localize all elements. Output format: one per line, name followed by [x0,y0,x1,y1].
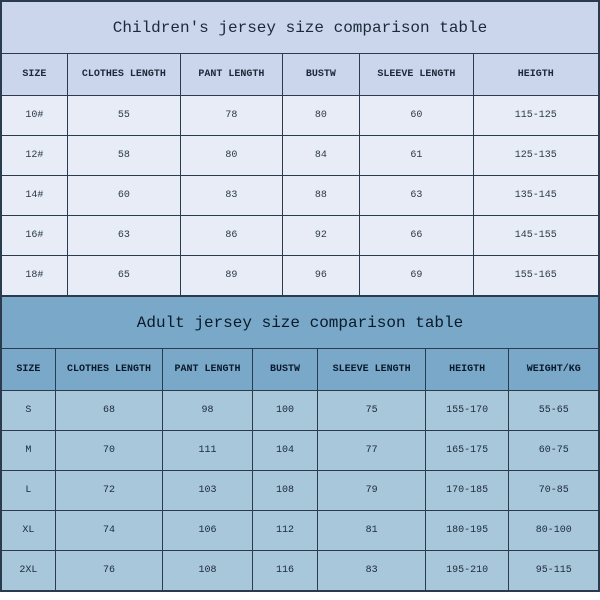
adult-cell: 2XL [2,551,56,591]
adult-data-row: L7210310879170-18570-85 [2,471,599,511]
children-cell: 80 [181,136,282,176]
adult-col-header: SLEEVE LENGTH [318,349,425,391]
adult-title-row: Adult jersey size comparison table [2,297,599,349]
children-cell: 58 [67,136,180,176]
children-data-row: 10#55788060115-125 [2,96,599,136]
children-header-row: SIZECLOTHES LENGTHPANT LENGTHBUSTWSLEEVE… [2,54,599,96]
children-cell: 55 [67,96,180,136]
children-cell: 86 [181,216,282,256]
adult-cell: 170-185 [425,471,509,511]
adult-cell: 111 [163,431,253,471]
adult-cell: 79 [318,471,425,511]
children-data-row: 12#58808461125-135 [2,136,599,176]
children-cell: 84 [282,136,360,176]
adult-cell: 83 [318,551,425,591]
adult-cell: 100 [252,391,318,431]
children-cell: 83 [181,176,282,216]
adult-data-row: 2XL7610811683195-21095-115 [2,551,599,591]
children-data-row: 14#60838863135-145 [2,176,599,216]
children-data-row: 16#63869266145-155 [2,216,599,256]
adult-cell: XL [2,511,56,551]
adult-cell: 98 [163,391,253,431]
adult-cell: 68 [55,391,162,431]
adult-cell: 55-65 [509,391,599,431]
size-tables-container: Children's jersey size comparison table … [0,0,600,592]
children-cell: 96 [282,256,360,296]
children-cell: 60 [67,176,180,216]
adult-title: Adult jersey size comparison table [2,297,599,349]
children-cell: 63 [360,176,473,216]
children-cell: 145-155 [473,216,598,256]
adult-cell: 108 [252,471,318,511]
children-cell: 135-145 [473,176,598,216]
children-cell: 10# [2,96,68,136]
adult-cell: 80-100 [509,511,599,551]
adult-cell: S [2,391,56,431]
children-cell: 78 [181,96,282,136]
children-cell: 125-135 [473,136,598,176]
adult-cell: 74 [55,511,162,551]
children-title: Children's jersey size comparison table [2,2,599,54]
adult-data-row: M7011110477165-17560-75 [2,431,599,471]
adult-cell: 81 [318,511,425,551]
children-title-row: Children's jersey size comparison table [2,2,599,54]
children-cell: 69 [360,256,473,296]
adult-cell: 95-115 [509,551,599,591]
children-cell: 80 [282,96,360,136]
adult-col-header: SIZE [2,349,56,391]
children-size-table: Children's jersey size comparison table … [1,1,599,296]
adult-cell: 77 [318,431,425,471]
adult-cell: 116 [252,551,318,591]
children-cell: 88 [282,176,360,216]
children-col-header: SIZE [2,54,68,96]
adult-cell: L [2,471,56,511]
children-col-header: PANT LENGTH [181,54,282,96]
adult-cell: 112 [252,511,318,551]
adult-cell: 155-170 [425,391,509,431]
adult-col-header: CLOTHES LENGTH [55,349,162,391]
adult-cell: M [2,431,56,471]
children-col-header: CLOTHES LENGTH [67,54,180,96]
children-col-header: BUSTW [282,54,360,96]
adult-cell: 165-175 [425,431,509,471]
adult-size-table: Adult jersey size comparison table SIZEC… [1,296,599,591]
adult-col-header: PANT LENGTH [163,349,253,391]
children-cell: 16# [2,216,68,256]
adult-cell: 104 [252,431,318,471]
adult-cell: 70-85 [509,471,599,511]
adult-cell: 75 [318,391,425,431]
children-cell: 115-125 [473,96,598,136]
adult-cell: 195-210 [425,551,509,591]
children-cell: 12# [2,136,68,176]
adult-cell: 60-75 [509,431,599,471]
children-cell: 66 [360,216,473,256]
children-cell: 89 [181,256,282,296]
children-cell: 65 [67,256,180,296]
adult-cell: 103 [163,471,253,511]
children-cell: 18# [2,256,68,296]
adult-col-header: WEIGHT/KG [509,349,599,391]
adult-data-row: XL7410611281180-19580-100 [2,511,599,551]
children-col-header: SLEEVE LENGTH [360,54,473,96]
children-cell: 61 [360,136,473,176]
adult-cell: 108 [163,551,253,591]
adult-col-header: BUSTW [252,349,318,391]
adult-cell: 76 [55,551,162,591]
adult-data-row: S689810075155-17055-65 [2,391,599,431]
adult-header-row: SIZECLOTHES LENGTHPANT LENGTHBUSTWSLEEVE… [2,349,599,391]
children-data-row: 18#65899669155-165 [2,256,599,296]
children-cell: 63 [67,216,180,256]
adult-cell: 180-195 [425,511,509,551]
children-col-header: HEIGTH [473,54,598,96]
children-cell: 155-165 [473,256,598,296]
adult-cell: 70 [55,431,162,471]
adult-cell: 106 [163,511,253,551]
children-cell: 92 [282,216,360,256]
children-cell: 60 [360,96,473,136]
adult-cell: 72 [55,471,162,511]
children-cell: 14# [2,176,68,216]
adult-col-header: HEIGTH [425,349,509,391]
